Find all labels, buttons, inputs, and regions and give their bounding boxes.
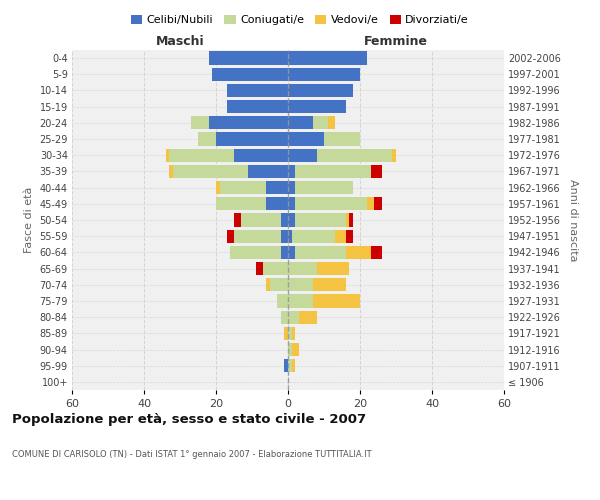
Bar	[209, 52, 288, 64]
Bar	[281, 310, 288, 324]
Bar	[313, 294, 360, 308]
Bar	[346, 214, 349, 226]
Bar	[284, 359, 288, 372]
Bar	[241, 214, 281, 226]
Bar	[374, 197, 382, 210]
Bar	[227, 84, 288, 97]
Bar	[317, 148, 392, 162]
Bar	[216, 132, 288, 145]
Bar	[216, 197, 266, 210]
Bar	[169, 165, 173, 178]
Bar	[288, 326, 292, 340]
Bar	[288, 278, 313, 291]
Bar	[209, 116, 288, 130]
Bar	[295, 165, 371, 178]
Bar	[328, 116, 335, 130]
Bar	[299, 310, 317, 324]
Bar	[191, 116, 209, 130]
Text: Maschi: Maschi	[155, 36, 205, 49]
Bar	[292, 326, 295, 340]
Bar	[234, 148, 288, 162]
Bar	[288, 165, 295, 178]
Bar	[295, 214, 346, 226]
Bar	[288, 148, 317, 162]
Bar	[173, 165, 248, 178]
Bar	[288, 262, 317, 275]
Bar	[216, 181, 220, 194]
Bar	[288, 310, 299, 324]
Bar	[263, 262, 288, 275]
Text: Popolazione per età, sesso e stato civile - 2007: Popolazione per età, sesso e stato civil…	[12, 412, 366, 426]
Bar	[367, 197, 374, 210]
Bar	[288, 230, 292, 243]
Y-axis label: Fasce di età: Fasce di età	[24, 187, 34, 253]
Bar	[288, 68, 360, 81]
Bar	[288, 181, 295, 194]
Bar	[349, 214, 353, 226]
Bar	[220, 181, 266, 194]
Bar	[346, 246, 371, 259]
Bar	[234, 214, 241, 226]
Bar	[288, 343, 292, 356]
Bar	[288, 214, 295, 226]
Bar	[266, 181, 288, 194]
Bar	[371, 246, 382, 259]
Bar	[346, 230, 353, 243]
Bar	[227, 230, 234, 243]
Legend: Celibi/Nubili, Coniugati/e, Vedovi/e, Divorziati/e: Celibi/Nubili, Coniugati/e, Vedovi/e, Di…	[127, 10, 473, 30]
Text: COMUNE DI CARISOLO (TN) - Dati ISTAT 1° gennaio 2007 - Elaborazione TUTTITALIA.I: COMUNE DI CARISOLO (TN) - Dati ISTAT 1° …	[12, 450, 371, 459]
Bar	[234, 230, 281, 243]
Y-axis label: Anni di nascita: Anni di nascita	[568, 179, 578, 261]
Bar	[288, 52, 367, 64]
Bar	[266, 278, 270, 291]
Bar	[256, 262, 263, 275]
Bar	[266, 197, 288, 210]
Bar	[288, 100, 346, 114]
Bar	[288, 197, 295, 210]
Bar	[230, 246, 281, 259]
Bar	[295, 181, 353, 194]
Bar	[292, 230, 335, 243]
Bar	[292, 343, 299, 356]
Bar	[212, 68, 288, 81]
Bar	[288, 116, 313, 130]
Bar	[284, 326, 288, 340]
Bar	[227, 100, 288, 114]
Bar	[295, 246, 346, 259]
Bar	[371, 165, 382, 178]
Bar	[324, 132, 360, 145]
Bar	[288, 294, 313, 308]
Bar	[169, 148, 234, 162]
Bar	[281, 230, 288, 243]
Bar	[248, 165, 288, 178]
Bar	[288, 84, 353, 97]
Bar	[392, 148, 396, 162]
Bar	[288, 246, 295, 259]
Bar	[292, 359, 295, 372]
Bar	[166, 148, 169, 162]
Bar	[288, 359, 292, 372]
Bar	[281, 246, 288, 259]
Bar	[295, 197, 367, 210]
Bar	[281, 214, 288, 226]
Bar	[198, 132, 216, 145]
Bar	[277, 294, 288, 308]
Bar	[313, 278, 346, 291]
Bar	[313, 116, 328, 130]
Bar	[270, 278, 288, 291]
Bar	[317, 262, 349, 275]
Bar	[335, 230, 346, 243]
Bar	[288, 132, 324, 145]
Text: Femmine: Femmine	[364, 36, 428, 49]
